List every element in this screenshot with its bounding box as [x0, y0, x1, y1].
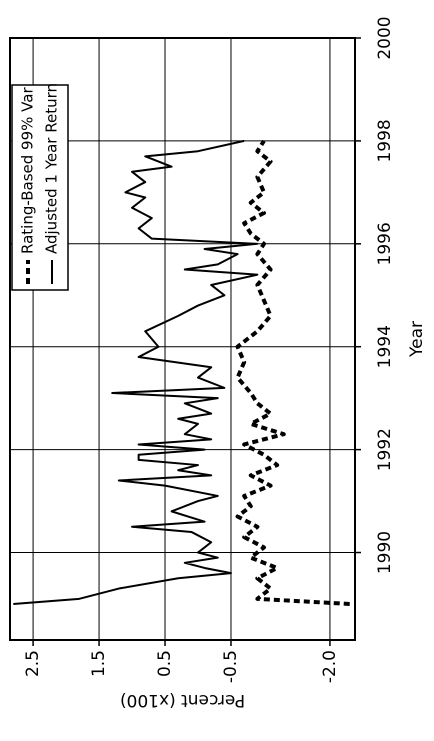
y-axis-title: Percent (x100)	[120, 690, 245, 710]
x-tick-label: 1996	[375, 222, 395, 265]
plot-frame	[9, 37, 356, 641]
legend-label: Rating-Based 99% Var	[19, 87, 37, 254]
y-tick-label: 2.5	[23, 650, 43, 677]
y-tick-label: -0.5	[221, 650, 241, 683]
rotated-chart: 2.5 1.5 0.5 -0.5 -2.0 1990 1992 1994 1996 1998 200…	[9, 16, 427, 710]
x-tick-label: 2000	[375, 16, 395, 59]
x-tick-label: 1992	[375, 428, 395, 471]
legend-box	[11, 84, 69, 291]
y-tick-label: 1.5	[89, 650, 109, 677]
y-tick-label: 0.5	[155, 650, 175, 677]
series-line	[235, 139, 350, 606]
x-tick-label: 1994	[375, 325, 395, 368]
legend-label: Adjusted 1 Year Return	[43, 83, 61, 254]
x-tick-label: 1990	[375, 531, 395, 574]
y-tick-label: -2.0	[320, 650, 340, 683]
series-line	[13, 139, 259, 605]
x-axis-title: Year	[407, 321, 427, 358]
x-tick-label: 1998	[375, 119, 395, 162]
